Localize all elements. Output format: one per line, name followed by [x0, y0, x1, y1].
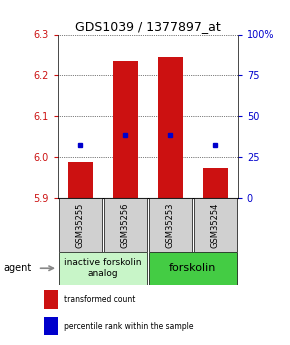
Text: inactive forskolin
analog: inactive forskolin analog — [64, 258, 142, 278]
Bar — [203, 168, 228, 198]
Text: GSM35255: GSM35255 — [76, 203, 85, 248]
Bar — [149, 198, 192, 252]
Text: transformed count: transformed count — [64, 295, 136, 304]
Bar — [44, 290, 58, 309]
Text: GSM35254: GSM35254 — [211, 203, 220, 248]
Bar — [194, 198, 237, 252]
Bar — [104, 198, 147, 252]
Bar — [149, 252, 237, 285]
Text: percentile rank within the sample: percentile rank within the sample — [64, 322, 194, 331]
Bar — [158, 57, 183, 198]
Text: GSM35253: GSM35253 — [166, 203, 175, 248]
Text: agent: agent — [3, 263, 31, 273]
Text: forskolin: forskolin — [169, 263, 217, 273]
Bar — [44, 317, 58, 335]
Text: GSM35256: GSM35256 — [121, 203, 130, 248]
Bar — [59, 198, 102, 252]
Bar — [113, 61, 138, 198]
Bar — [68, 161, 93, 198]
Bar — [59, 252, 147, 285]
Title: GDS1039 / 1377897_at: GDS1039 / 1377897_at — [75, 20, 221, 33]
